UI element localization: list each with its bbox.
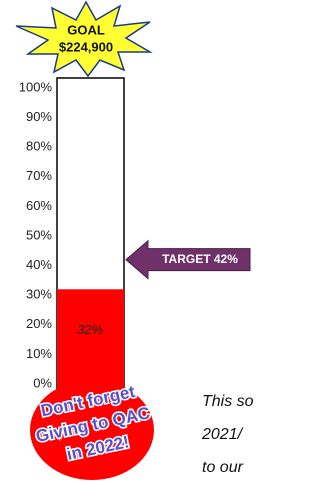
goal-title: GOAL (67, 22, 105, 37)
y-tick-label: 20% (26, 316, 52, 331)
side-text: This so (202, 393, 254, 410)
goal-label: $224,900 (59, 39, 113, 54)
y-tick-label: 70% (26, 168, 52, 183)
y-tick-label: 60% (26, 198, 52, 213)
target-label: TARGET 42% (162, 252, 238, 266)
y-tick-label: 80% (26, 139, 52, 154)
y-tick-label: 30% (26, 287, 52, 302)
value-label: 32% (77, 322, 103, 337)
side-text: to our (202, 459, 244, 476)
y-tick-label: 10% (26, 346, 52, 361)
y-tick-label: 90% (26, 109, 52, 124)
y-tick-label: 0% (33, 375, 52, 390)
y-tick-label: 50% (26, 227, 52, 242)
page: GOAL $224,900 0% 10% 20% 30% 40% 50% 60% 70% 80%… (0, 0, 320, 484)
y-tick-label: 100% (19, 79, 53, 94)
side-text: 2021/ (201, 426, 244, 443)
y-tick-label: 40% (26, 257, 52, 272)
chart: GOAL $224,900 0% 10% 20% 30% 40% 50% 60% 70% 80%… (0, 0, 268, 484)
